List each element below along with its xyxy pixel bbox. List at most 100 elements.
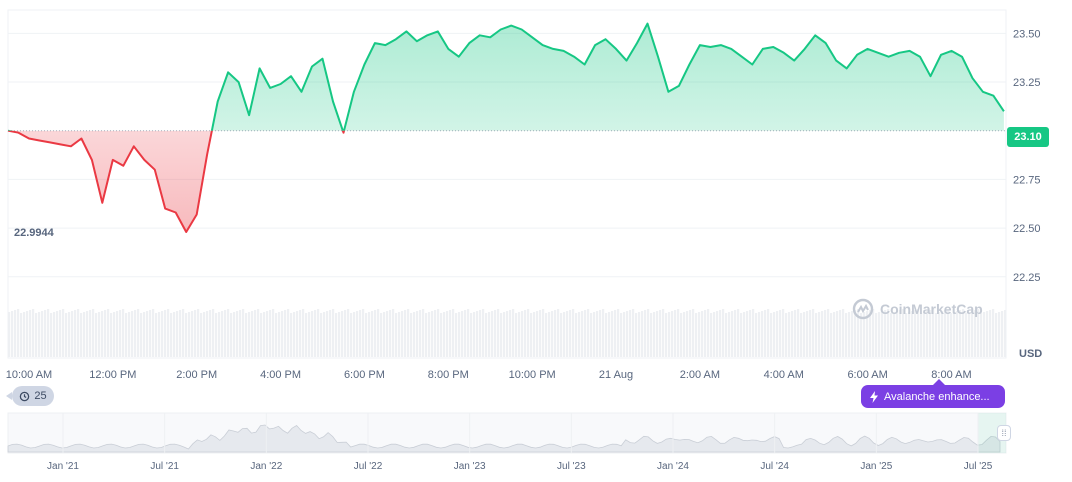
volume-bar <box>14 310 17 357</box>
current-price-badge: 23.10 <box>1007 127 1049 147</box>
volume-bar <box>353 312 356 357</box>
volume-bar <box>746 311 749 357</box>
volume-bar <box>554 310 557 357</box>
navigator[interactable] <box>7 412 1007 454</box>
volume-bar <box>956 311 959 357</box>
volume-bar <box>623 312 626 357</box>
volume-bar <box>470 313 473 357</box>
avalanche-promo-button[interactable]: Avalanche enhance... <box>861 379 1005 408</box>
volume-bar <box>71 311 74 357</box>
volume-bar <box>971 311 974 357</box>
volume-bar <box>104 310 107 357</box>
volume-bar <box>233 312 236 357</box>
volume-bar <box>965 313 968 357</box>
volume-bar <box>350 313 353 357</box>
volume-bar <box>491 311 494 357</box>
x-tick-label: 4:00 AM <box>764 369 804 381</box>
volume-bar <box>53 312 56 357</box>
volume-bar <box>131 311 134 357</box>
volume-bar <box>440 313 443 357</box>
volume-bar <box>65 313 68 357</box>
volume-bar <box>578 312 581 357</box>
history-count: 25 <box>34 390 47 402</box>
volume-bar <box>278 312 281 357</box>
y-tick-label: 23.25 <box>1013 77 1041 89</box>
volume-bar <box>41 311 44 357</box>
navigator-tick-label: Jan '24 <box>657 461 689 472</box>
volume-bar <box>305 313 308 357</box>
volume-bar <box>413 312 416 357</box>
volume-bar <box>917 309 920 357</box>
volume-bar <box>59 310 62 357</box>
volume-bar <box>239 310 242 357</box>
volume-bar <box>101 311 104 357</box>
volume-bar <box>830 313 833 357</box>
volume-bar <box>452 309 455 357</box>
x-tick-label: 12:00 PM <box>89 369 136 381</box>
volume-bar <box>761 311 764 357</box>
volume-bar <box>860 313 863 357</box>
volume-bar <box>710 313 713 357</box>
y-tick-label: 22.25 <box>1013 272 1041 284</box>
volume-bar <box>503 312 506 357</box>
volume-bar <box>800 313 803 357</box>
volume-bar <box>995 313 998 357</box>
volume-bar <box>620 313 623 357</box>
volume-bar <box>17 309 20 357</box>
volume-bar <box>896 311 899 357</box>
volume-bar <box>809 310 812 357</box>
history-reset-button[interactable]: 25 <box>6 386 54 406</box>
volume-bar <box>266 311 269 357</box>
x-tick-label: 6:00 AM <box>847 369 887 381</box>
volume-bar <box>698 312 701 357</box>
navigator-drag-handle[interactable]: ⁞⁞ <box>997 425 1011 441</box>
volume-bar <box>899 310 902 357</box>
plot-border <box>7 9 1007 359</box>
volume-bar <box>821 311 824 357</box>
volume-bar <box>773 312 776 357</box>
x-tick-label: 6:00 PM <box>344 369 385 381</box>
volume-bar <box>251 311 254 357</box>
volume-bar <box>35 313 38 357</box>
volume-bar <box>497 309 500 357</box>
volume-bar <box>683 312 686 357</box>
volume-bar <box>989 310 992 357</box>
volume-bar <box>959 310 962 357</box>
volume-bar <box>473 312 476 357</box>
volume-bar <box>920 313 923 357</box>
volume-bar <box>362 309 365 357</box>
volume-bar <box>533 312 536 357</box>
volume-bar <box>671 311 674 357</box>
volume-bar <box>98 312 101 357</box>
plot-frame <box>7 9 1007 359</box>
volume-bar <box>908 312 911 357</box>
volume-bar <box>164 310 167 357</box>
volume-bar <box>848 312 851 357</box>
x-tick-label: 2:00 PM <box>176 369 217 381</box>
volume-bar <box>374 310 377 357</box>
volume-bar <box>308 312 311 357</box>
volume-bar <box>227 309 230 357</box>
area-above-baseline <box>8 23 1004 131</box>
volume-bar <box>383 312 386 357</box>
volume-bar <box>992 309 995 357</box>
volume-bar <box>737 309 740 357</box>
volume-bar <box>365 313 368 357</box>
volume-bar <box>419 310 422 357</box>
volume-bar <box>113 312 116 357</box>
volume-bar <box>686 311 689 357</box>
volume-bar <box>32 309 35 357</box>
volume-bar <box>734 310 737 357</box>
volume-bar <box>881 311 884 357</box>
volume-bar <box>536 311 539 357</box>
volume-bar <box>158 312 161 357</box>
volume-bar <box>926 311 929 357</box>
volume-bar <box>695 313 698 357</box>
volume-bar <box>263 312 266 357</box>
volume-bar <box>320 313 323 357</box>
volume-bar <box>632 309 635 357</box>
volume-bar <box>185 313 188 357</box>
